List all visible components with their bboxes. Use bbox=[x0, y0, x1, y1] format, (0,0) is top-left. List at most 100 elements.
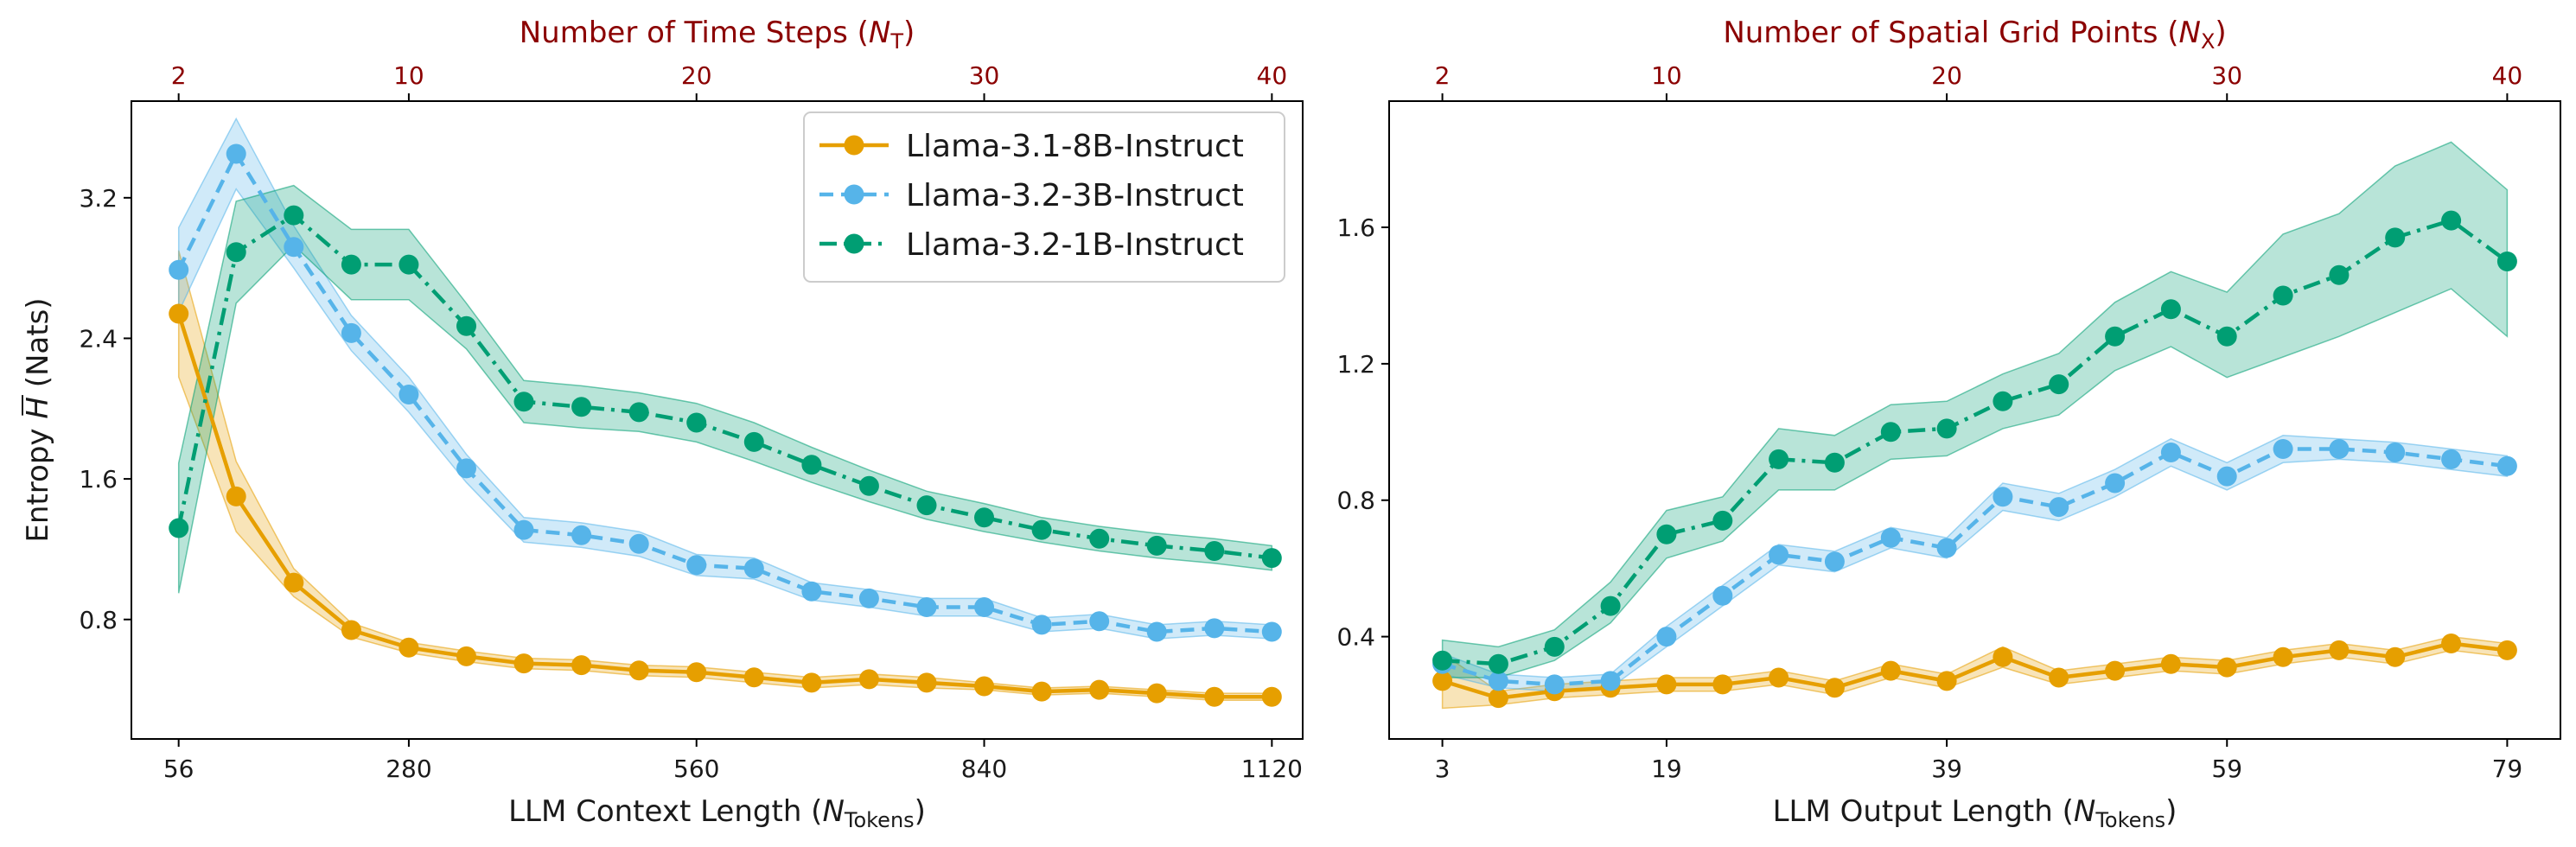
right-band-llama-3-2-3b-instruct bbox=[1441, 435, 2509, 692]
left-plot-frame bbox=[131, 100, 1304, 740]
right-point-llama-3-1-8b-instruct bbox=[1880, 660, 1901, 681]
right-point-llama-3-2-1b-instruct bbox=[2049, 374, 2069, 395]
left-point-llama-3-1-8b-instruct bbox=[456, 646, 476, 666]
left-point-llama-3-2-3b-instruct bbox=[1089, 611, 1110, 632]
right-point-llama-3-1-8b-instruct bbox=[2049, 667, 2069, 688]
right-point-llama-3-2-1b-instruct bbox=[1656, 524, 1677, 544]
left-x-tick-label: 1120 bbox=[1241, 755, 1303, 783]
right-point-llama-3-2-3b-instruct bbox=[1712, 585, 1733, 606]
left-point-llama-3-2-1b-instruct bbox=[858, 475, 879, 496]
left-point-llama-3-1-8b-instruct bbox=[686, 662, 707, 683]
left-point-llama-3-2-3b-instruct bbox=[1261, 621, 1282, 642]
left-point-llama-3-2-3b-instruct bbox=[226, 143, 246, 164]
right-y-tick-label: 0.4 bbox=[1336, 623, 1375, 652]
right-point-llama-3-2-1b-instruct bbox=[2160, 299, 2181, 320]
right-point-llama-3-2-3b-instruct bbox=[1656, 627, 1677, 647]
right-band-llama-3-2-1b-instruct bbox=[1441, 141, 2509, 678]
left-point-llama-3-2-1b-instruct bbox=[1089, 528, 1110, 549]
left-x-tick-label: 280 bbox=[386, 755, 431, 783]
right-point-llama-3-2-1b-instruct bbox=[1769, 449, 1789, 469]
right-point-llama-3-2-1b-instruct bbox=[2329, 264, 2350, 285]
left-point-llama-3-2-1b-instruct bbox=[341, 254, 361, 275]
right-point-llama-3-2-3b-instruct bbox=[2441, 449, 2462, 469]
left-point-llama-3-2-1b-instruct bbox=[1146, 535, 1167, 556]
right-top-tick-label: 10 bbox=[1651, 61, 1682, 90]
right-point-llama-3-2-3b-instruct bbox=[1544, 674, 1565, 695]
left-point-llama-3-2-3b-instruct bbox=[686, 555, 707, 576]
right-point-llama-3-2-3b-instruct bbox=[2160, 443, 2181, 462]
left-point-llama-3-2-1b-instruct bbox=[226, 242, 246, 263]
legend-marker-llama-3-2-3b-instruct bbox=[844, 184, 864, 205]
right-point-llama-3-2-3b-instruct bbox=[1824, 551, 1845, 572]
left-point-llama-3-1-8b-instruct bbox=[743, 667, 764, 688]
right-line-llama-3-2-1b-instruct bbox=[1442, 218, 2509, 666]
left-point-llama-3-2-3b-instruct bbox=[916, 597, 937, 617]
right-x-tick-label: 59 bbox=[2211, 755, 2242, 783]
left-point-llama-3-2-1b-instruct bbox=[1204, 541, 1225, 561]
left-top-tick-label: 40 bbox=[1257, 61, 1288, 90]
right-point-llama-3-2-3b-instruct bbox=[2049, 497, 2069, 518]
left-x-axis-label: LLM Context Length (NTokens) bbox=[508, 794, 926, 832]
left-point-llama-3-1-8b-instruct bbox=[341, 620, 361, 640]
right-point-llama-3-2-3b-instruct bbox=[2216, 466, 2237, 487]
right-point-llama-3-2-3b-instruct bbox=[2385, 443, 2406, 462]
left-x-tick-label: 56 bbox=[163, 755, 194, 783]
right-point-llama-3-2-3b-instruct bbox=[2329, 439, 2350, 459]
left-top-tick-label: 30 bbox=[969, 61, 1000, 90]
legend-marker-llama-3-1-8b-instruct bbox=[844, 135, 864, 156]
right-point-llama-3-1-8b-instruct bbox=[1824, 678, 1845, 698]
left-point-llama-3-2-3b-instruct bbox=[571, 525, 592, 545]
left-point-llama-3-1-8b-instruct bbox=[226, 486, 246, 506]
left-point-llama-3-2-3b-instruct bbox=[1146, 621, 1167, 642]
left-point-llama-3-2-3b-instruct bbox=[456, 458, 476, 479]
right-point-llama-3-1-8b-instruct bbox=[1712, 674, 1733, 695]
right-point-llama-3-2-1b-instruct bbox=[2441, 210, 2462, 231]
left-point-llama-3-2-1b-instruct bbox=[974, 507, 994, 528]
left-top-axis-label: Number of Time Steps (NT) bbox=[520, 16, 915, 54]
right-top-tick-label: 30 bbox=[2211, 61, 2242, 90]
legend-frame bbox=[803, 111, 1285, 283]
left-point-llama-3-2-1b-instruct bbox=[801, 455, 822, 475]
legend-label-llama-3-2-1b-instruct: Llama-3.2-1B-Instruct bbox=[906, 227, 1244, 263]
left-point-llama-3-1-8b-instruct bbox=[1261, 686, 1282, 707]
right-point-llama-3-1-8b-instruct bbox=[2216, 657, 2237, 678]
right-point-llama-3-2-3b-instruct bbox=[1993, 487, 2013, 507]
left-point-llama-3-1-8b-instruct bbox=[1146, 683, 1167, 704]
right-point-llama-3-1-8b-instruct bbox=[2329, 640, 2350, 660]
right-point-llama-3-2-3b-instruct bbox=[1488, 671, 1508, 691]
right-point-llama-3-2-1b-instruct bbox=[2216, 326, 2237, 347]
right-x-axis-label: LLM Output Length (NTokens) bbox=[1773, 794, 2177, 832]
left-point-llama-3-1-8b-instruct bbox=[1204, 686, 1225, 707]
left-point-llama-3-2-3b-instruct bbox=[974, 597, 994, 617]
right-point-llama-3-2-1b-instruct bbox=[1600, 595, 1621, 616]
right-x-tick-label: 3 bbox=[1435, 755, 1451, 783]
right-top-axis-label: Number of Spatial Grid Points (NX) bbox=[1723, 16, 2226, 54]
left-band-llama-3-2-1b-instruct bbox=[177, 184, 1273, 594]
left-point-llama-3-2-3b-instruct bbox=[284, 237, 304, 258]
left-top-tick-label: 10 bbox=[393, 61, 424, 90]
left-point-llama-3-2-1b-instruct bbox=[456, 315, 476, 336]
left-point-llama-3-1-8b-instruct bbox=[858, 669, 879, 690]
left-point-llama-3-1-8b-instruct bbox=[513, 653, 534, 674]
left-top-tick-label: 20 bbox=[681, 61, 712, 90]
y-axis-label: Entropy H (Nats) bbox=[21, 297, 55, 542]
right-point-llama-3-2-1b-instruct bbox=[1824, 452, 1845, 473]
left-point-llama-3-2-1b-instruct bbox=[916, 495, 937, 516]
left-point-llama-3-2-1b-instruct bbox=[1261, 548, 1282, 569]
left-point-llama-3-1-8b-instruct bbox=[169, 303, 189, 324]
left-line-llama-3-2-3b-instruct bbox=[176, 151, 1272, 634]
legend-label-llama-3-1-8b-instruct: Llama-3.1-8B-Instruct bbox=[906, 129, 1244, 164]
left-point-llama-3-1-8b-instruct bbox=[284, 572, 304, 593]
right-plot-frame bbox=[1388, 100, 2561, 740]
right-y-tick-label: 1.2 bbox=[1336, 350, 1375, 379]
right-point-llama-3-1-8b-instruct bbox=[1656, 674, 1677, 695]
left-point-llama-3-2-1b-instruct bbox=[169, 518, 189, 538]
right-point-llama-3-2-1b-instruct bbox=[1544, 636, 1565, 657]
right-point-llama-3-1-8b-instruct bbox=[2273, 646, 2293, 667]
right-point-llama-3-2-1b-instruct bbox=[2496, 252, 2517, 271]
left-y-tick-label: 2.4 bbox=[79, 324, 118, 353]
left-top-tick-label: 2 bbox=[171, 61, 187, 90]
left-point-llama-3-1-8b-instruct bbox=[571, 655, 592, 676]
right-point-llama-3-1-8b-instruct bbox=[2160, 653, 2181, 674]
